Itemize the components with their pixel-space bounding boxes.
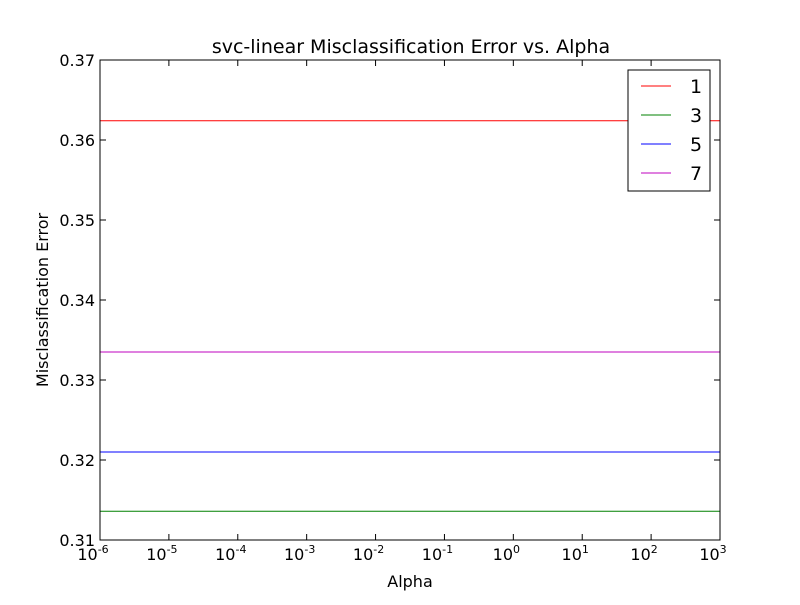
x-tick-label-7: 101 [562, 543, 589, 564]
y-tick-label-4: 0.35 [59, 211, 95, 230]
y-tick-label-2: 0.33 [59, 371, 95, 390]
y-tick-labels: 0.31 0.32 0.33 0.34 0.35 0.36 0.37 [59, 51, 95, 550]
x-tick-label-0: 10-6 [77, 543, 108, 564]
x-tick-label-3: 10-3 [284, 543, 315, 564]
series-layer [100, 120, 720, 512]
y-tick-label-1: 0.32 [59, 451, 95, 470]
legend-label-7: 7 [690, 163, 702, 185]
legend: 1 3 5 7 [627, 69, 711, 192]
x-tick-label-1: 10-5 [146, 543, 177, 564]
legend-box [627, 69, 711, 192]
x-axis-label: Alpha [387, 572, 433, 591]
x-tick-label-6: 100 [493, 543, 520, 564]
y-tick-label-6: 0.37 [59, 51, 95, 70]
y-axis-label: Misclassification Error [33, 213, 52, 388]
x-tick-label-9: 103 [699, 543, 726, 564]
y-tick-label-0: 0.31 [59, 531, 95, 550]
chart-title: svc-linear Misclassification Error vs. A… [212, 36, 610, 58]
legend-label-1: 1 [690, 76, 702, 98]
x-tick-labels: 10-6 10-5 10-4 10-3 10-2 10-1 100 101 102 103 [77, 543, 726, 564]
x-tick-label-8: 102 [630, 543, 657, 564]
x-tick-label-4: 10-2 [353, 543, 384, 564]
tick-layer [99, 59, 721, 541]
y-tick-label-5: 0.36 [59, 131, 95, 150]
x-tick-label-5: 10-1 [422, 543, 453, 564]
x-tick-label-2: 10-4 [215, 543, 246, 564]
plot-frame [99, 59, 721, 541]
legend-label-3: 3 [690, 105, 702, 127]
y-tick-label-3: 0.34 [59, 291, 95, 310]
legend-label-5: 5 [690, 134, 702, 156]
